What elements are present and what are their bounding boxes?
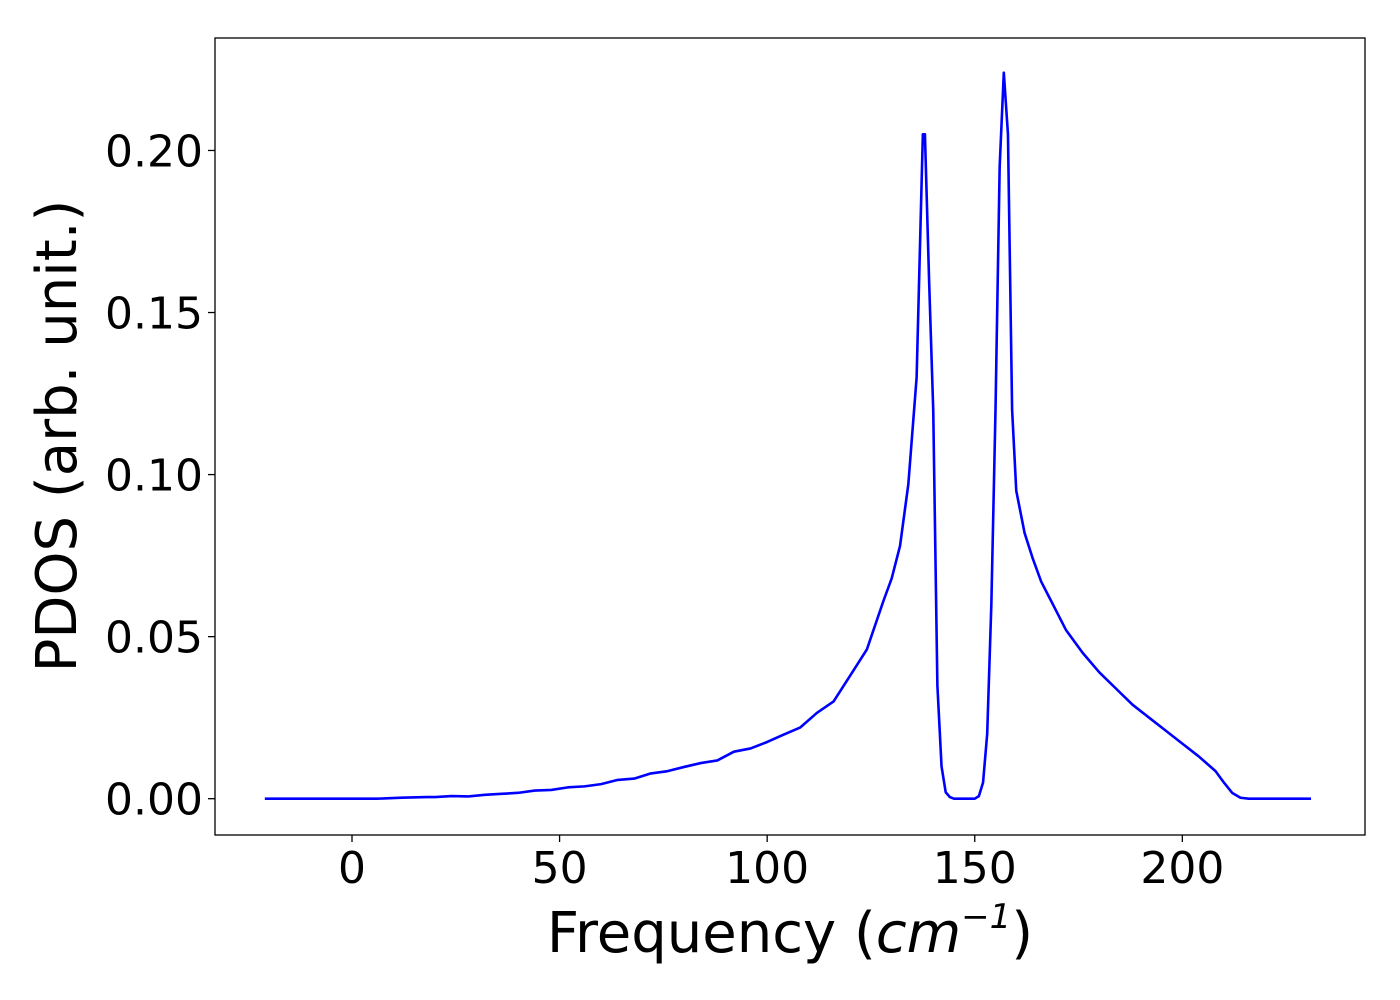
x-axis-label-text: Frequency (547, 901, 836, 966)
x-axis-ticks: 0 50 100 150 200 (338, 835, 1224, 894)
plot-lines (264, 71, 1312, 800)
y-tick-label: 0.00 (105, 775, 203, 826)
x-tick-label: 0 (338, 843, 366, 894)
y-tick-label: 0.05 (105, 613, 203, 664)
y-axis-label: PDOS (arb. unit.) (25, 200, 90, 673)
x-tick-label: 200 (1140, 843, 1224, 894)
pdos-series-line-0 (264, 71, 1312, 800)
x-axis-unit-base: cm (876, 901, 961, 966)
x-tick-label: 150 (933, 843, 1017, 894)
y-tick-label: 0.10 (105, 451, 203, 502)
x-tick-label: 100 (725, 843, 809, 894)
y-tick-label: 0.15 (105, 289, 203, 340)
x-tick-label: 50 (532, 843, 588, 894)
plot-frame (214, 37, 1366, 836)
y-axis-ticks: 0.00 0.05 0.10 0.15 0.20 (105, 126, 215, 826)
x-axis-unit-exponent: −1 (961, 897, 1011, 937)
y-tick-label: 0.20 (105, 126, 203, 177)
x-axis-label: Frequency (cm−1) (547, 897, 1033, 966)
